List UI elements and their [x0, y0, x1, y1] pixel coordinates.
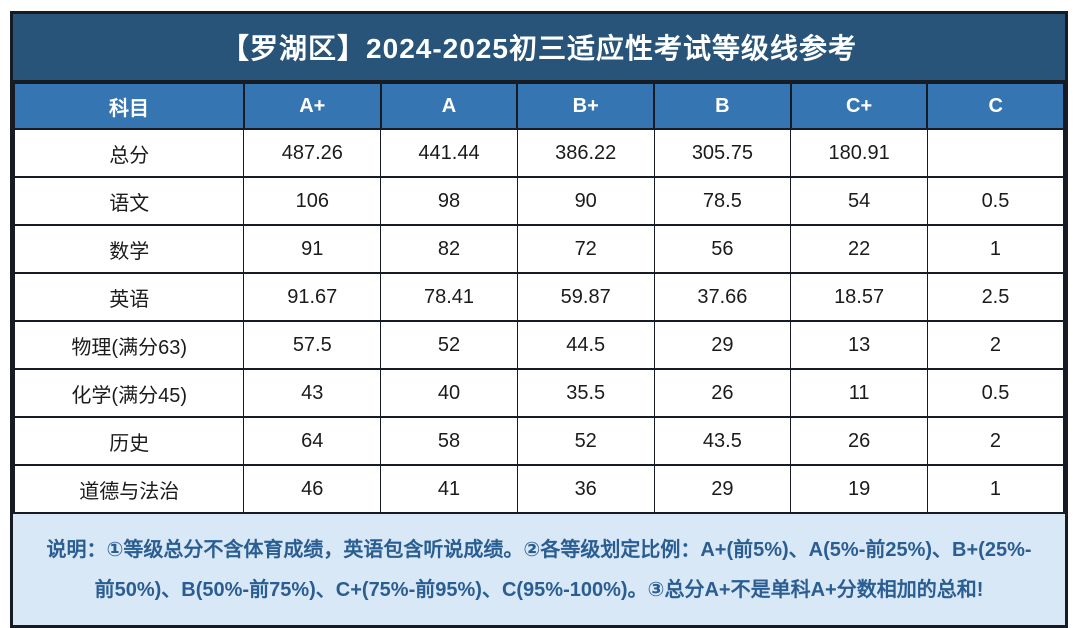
score-cell: 82 — [380, 224, 518, 274]
note-line-2: 前50%)、B(50%-前75%)、C+(75%-前95%)、C(95%-100… — [94, 579, 984, 601]
score-cell: 46 — [243, 464, 382, 514]
score-cell: 26 — [653, 368, 792, 418]
subject-cell: 语文 — [13, 176, 245, 226]
score-cell: 2 — [926, 320, 1065, 370]
score-cell: 1 — [926, 464, 1065, 514]
score-cell: 487.26 — [243, 128, 382, 178]
column-header-grade-B+: B+ — [516, 82, 656, 130]
subject-cell: 历史 — [13, 416, 245, 466]
column-header-grade-A+: A+ — [242, 82, 382, 130]
table-header-row: 科目 A+ A B+ B C+ C — [13, 82, 1065, 130]
score-cell: 43 — [243, 368, 382, 418]
score-cell: 29 — [653, 320, 792, 370]
table-row: 道德与法治 46 41 36 29 19 1 — [13, 464, 1065, 514]
explanatory-note: 说明：①等级总分不含体育成绩，英语包含听说成绩。②各等级划定比例：A+(前5%)… — [13, 514, 1065, 625]
table-row: 化学(满分45) 43 40 35.5 26 11 0.5 — [13, 368, 1065, 418]
column-header-subject: 科目 — [13, 82, 245, 130]
score-cell: 386.22 — [516, 128, 655, 178]
score-cell: 44.5 — [516, 320, 655, 370]
score-cell: 56 — [653, 224, 792, 274]
score-cell: 64 — [243, 416, 382, 466]
score-cell: 91 — [243, 224, 382, 274]
table-row: 历史 64 58 52 43.5 26 2 — [13, 416, 1065, 466]
page-title: 【罗湖区】2024-2025初三适应性考试等级线参考 — [13, 14, 1065, 82]
score-cell: 35.5 — [516, 368, 655, 418]
score-cell: 78.41 — [380, 272, 518, 322]
note-line-1: 说明：①等级总分不含体育成绩，英语包含听说成绩。②各等级划定比例：A+(前5%)… — [46, 539, 1032, 561]
table-row: 语文 106 98 90 78.5 54 0.5 — [13, 176, 1065, 226]
subject-cell: 英语 — [13, 272, 245, 322]
score-cell: 18.57 — [790, 272, 928, 322]
score-cell: 57.5 — [243, 320, 382, 370]
score-cell: 98 — [380, 176, 518, 226]
score-cell: 22 — [790, 224, 928, 274]
table-row: 总分 487.26 441.44 386.22 305.75 180.91 — [13, 128, 1065, 178]
score-cell: 37.66 — [653, 272, 792, 322]
score-cell: 1 — [926, 224, 1065, 274]
subject-cell: 总分 — [13, 128, 245, 178]
score-cell — [926, 128, 1065, 178]
subject-cell: 道德与法治 — [13, 464, 245, 514]
table-row: 物理(满分63) 57.5 52 44.5 29 13 2 — [13, 320, 1065, 370]
score-cell: 0.5 — [926, 368, 1065, 418]
score-cell: 180.91 — [790, 128, 928, 178]
column-header-grade-C+: C+ — [789, 82, 929, 130]
score-cell: 52 — [516, 416, 655, 466]
column-header-grade-A: A — [379, 82, 519, 130]
score-cell: 441.44 — [380, 128, 518, 178]
score-cell: 2 — [926, 416, 1065, 466]
score-cell: 29 — [653, 464, 792, 514]
subject-cell: 物理(满分63) — [13, 320, 245, 370]
column-header-grade-C: C — [926, 82, 1065, 130]
score-cell: 78.5 — [653, 176, 792, 226]
score-cell: 106 — [243, 176, 382, 226]
score-cell: 26 — [790, 416, 928, 466]
score-cell: 19 — [790, 464, 928, 514]
score-cell: 43.5 — [653, 416, 792, 466]
score-cell: 305.75 — [653, 128, 792, 178]
table-row: 数学 91 82 72 56 22 1 — [13, 224, 1065, 274]
subject-cell: 化学(满分45) — [13, 368, 245, 418]
table-row: 英语 91.67 78.41 59.87 37.66 18.57 2.5 — [13, 272, 1065, 322]
score-cell: 58 — [380, 416, 518, 466]
score-cell: 36 — [516, 464, 655, 514]
score-cell: 52 — [380, 320, 518, 370]
score-cell: 72 — [516, 224, 655, 274]
score-cell: 11 — [790, 368, 928, 418]
score-cell: 54 — [790, 176, 928, 226]
score-cell: 41 — [380, 464, 518, 514]
score-cell: 0.5 — [926, 176, 1065, 226]
score-cell: 90 — [516, 176, 655, 226]
score-cell: 40 — [380, 368, 518, 418]
subject-cell: 数学 — [13, 224, 245, 274]
score-cell: 91.67 — [243, 272, 382, 322]
score-cell: 2.5 — [926, 272, 1065, 322]
grade-line-panel: 【罗湖区】2024-2025初三适应性考试等级线参考 科目 A+ A B+ B C+ C 总… — [10, 11, 1068, 628]
grade-line-table: 科目 A+ A B+ B C+ C 总分 487.26 441.44 386.22 305.75 18… — [13, 82, 1065, 514]
score-cell: 13 — [790, 320, 928, 370]
column-header-grade-B: B — [653, 82, 792, 130]
score-cell: 59.87 — [516, 272, 655, 322]
